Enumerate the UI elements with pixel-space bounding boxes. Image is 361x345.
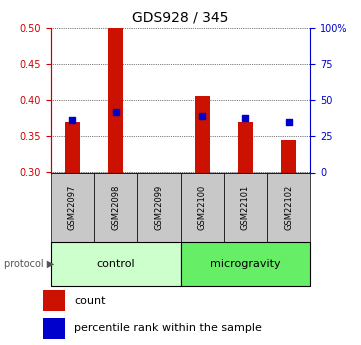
Bar <box>180 241 310 286</box>
Bar <box>43 290 65 311</box>
Bar <box>267 172 310 242</box>
Bar <box>51 241 180 286</box>
Bar <box>224 172 267 242</box>
Text: count: count <box>74 296 105 306</box>
Point <box>199 113 205 119</box>
Text: GDS928 / 345: GDS928 / 345 <box>132 10 229 24</box>
Bar <box>195 96 210 172</box>
Point <box>69 118 75 123</box>
Text: GSM22097: GSM22097 <box>68 184 77 230</box>
Point <box>286 119 292 125</box>
Bar <box>65 122 80 172</box>
Point <box>243 115 248 121</box>
Bar <box>180 172 224 242</box>
Text: GSM22098: GSM22098 <box>111 184 120 230</box>
Bar <box>108 28 123 172</box>
Bar <box>281 140 296 172</box>
Text: protocol ▶: protocol ▶ <box>4 259 54 269</box>
Text: GSM22102: GSM22102 <box>284 184 293 230</box>
Text: percentile rank within the sample: percentile rank within the sample <box>74 323 262 333</box>
Point <box>113 110 118 115</box>
Text: GSM22101: GSM22101 <box>241 184 250 230</box>
Bar <box>94 172 137 242</box>
Text: microgravity: microgravity <box>210 259 281 269</box>
Text: GSM22100: GSM22100 <box>198 184 206 230</box>
Bar <box>238 122 253 172</box>
Bar <box>51 172 94 242</box>
Bar <box>137 172 180 242</box>
Bar <box>43 318 65 339</box>
Text: control: control <box>96 259 135 269</box>
Text: GSM22099: GSM22099 <box>155 184 163 230</box>
